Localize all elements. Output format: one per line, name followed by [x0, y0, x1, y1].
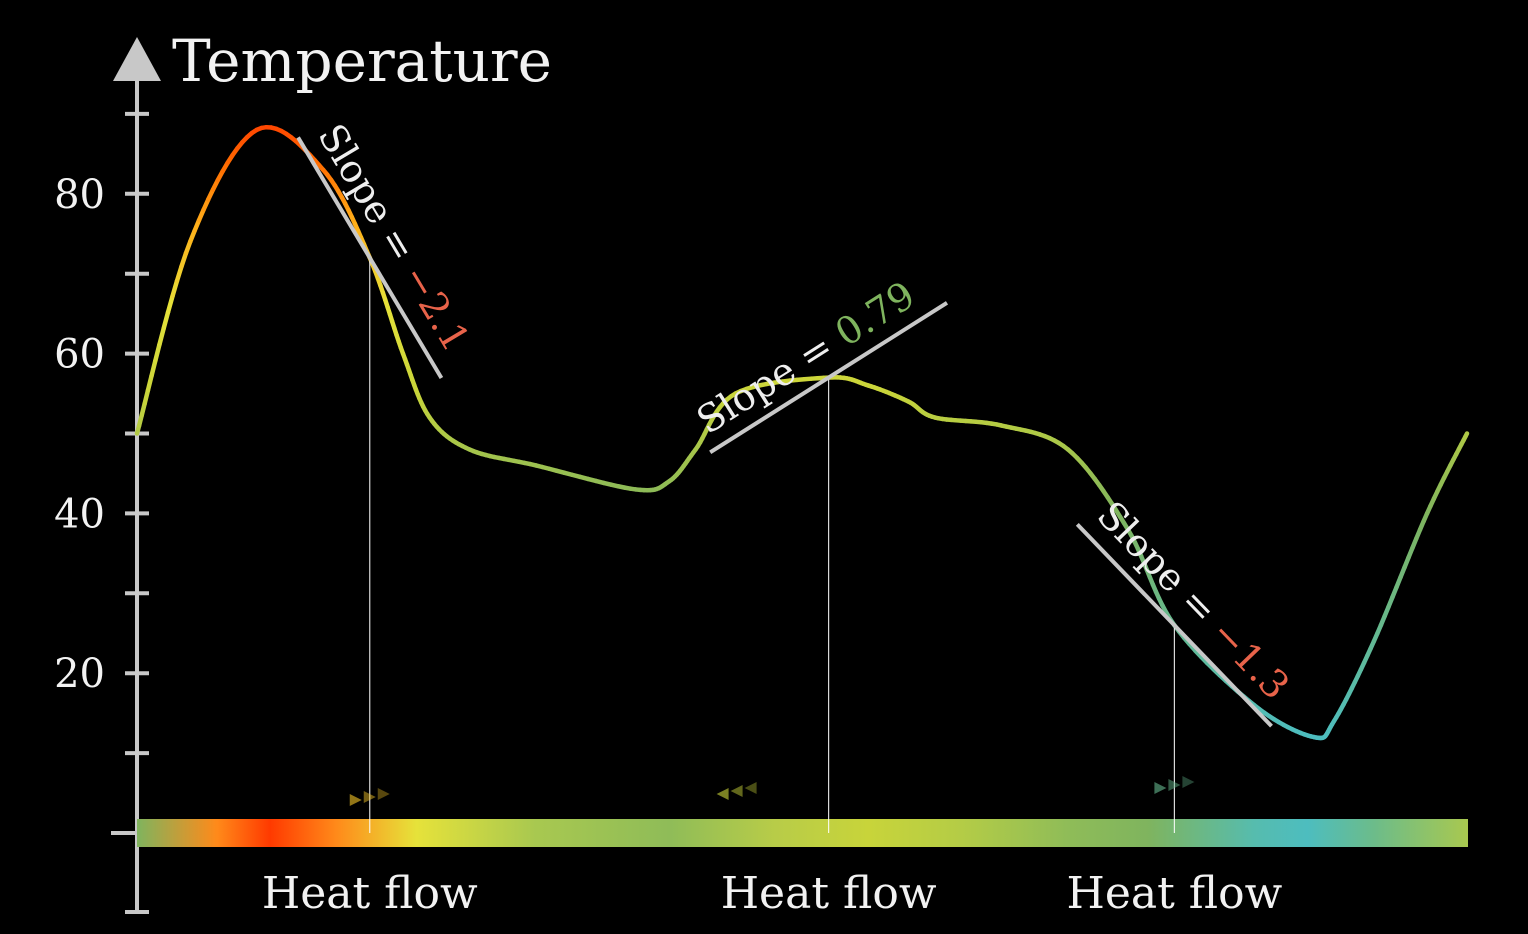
curve-segment — [153, 342, 162, 363]
tangent-line — [1075, 523, 1273, 728]
heat-flow-label: Heat flow — [721, 868, 937, 919]
curve-segment — [179, 251, 189, 269]
temperature-bar — [137, 819, 1468, 847]
y-tick-label: 80 — [54, 172, 105, 218]
y-tick-label: 40 — [54, 491, 105, 537]
arrowhead-icon — [1182, 776, 1195, 788]
guide-lines — [369, 257, 1176, 833]
arrowhead-icon — [377, 788, 390, 800]
tangent-lines: Slope = −2.1 Slope = 0.79 Slope = −1.3 — [296, 116, 1298, 728]
y-axis-title: Temperature — [172, 27, 552, 95]
y-tick-label: 60 — [54, 332, 105, 378]
curve-segment — [149, 358, 158, 379]
curve-segment — [165, 294, 175, 315]
heat-flow-arrows — [309, 776, 1195, 806]
heat-flow-label: Heat flow — [262, 868, 478, 919]
temperature-curve — [134, 124, 1470, 741]
slope-label: Slope = −1.3 — [1089, 493, 1298, 708]
slope-label-prefix: Slope = — [1089, 493, 1234, 642]
heat-flow-label: Heat flow — [1066, 868, 1282, 919]
slope-label: Slope = 0.79 — [689, 273, 923, 443]
curve-segment — [145, 373, 154, 393]
heat-bar — [137, 819, 1468, 847]
axis-arrowhead-icon — [113, 37, 161, 81]
arrowhead-icon — [716, 788, 729, 800]
y-axis: 20 40 60 80 — [54, 37, 163, 914]
arrowhead-icon — [744, 782, 757, 794]
curve-segment — [1463, 431, 1470, 439]
curve-segment — [170, 278, 180, 299]
tangent-line — [296, 136, 444, 380]
curve-segment — [157, 326, 166, 347]
curve-segment — [142, 388, 151, 406]
y-tick-label: 20 — [54, 651, 105, 697]
slope-value: −2.1 — [393, 257, 478, 359]
curve-segment — [161, 309, 171, 331]
arrowhead-icon — [730, 785, 743, 797]
tangent-line — [709, 301, 949, 454]
curve-segment — [174, 264, 184, 284]
